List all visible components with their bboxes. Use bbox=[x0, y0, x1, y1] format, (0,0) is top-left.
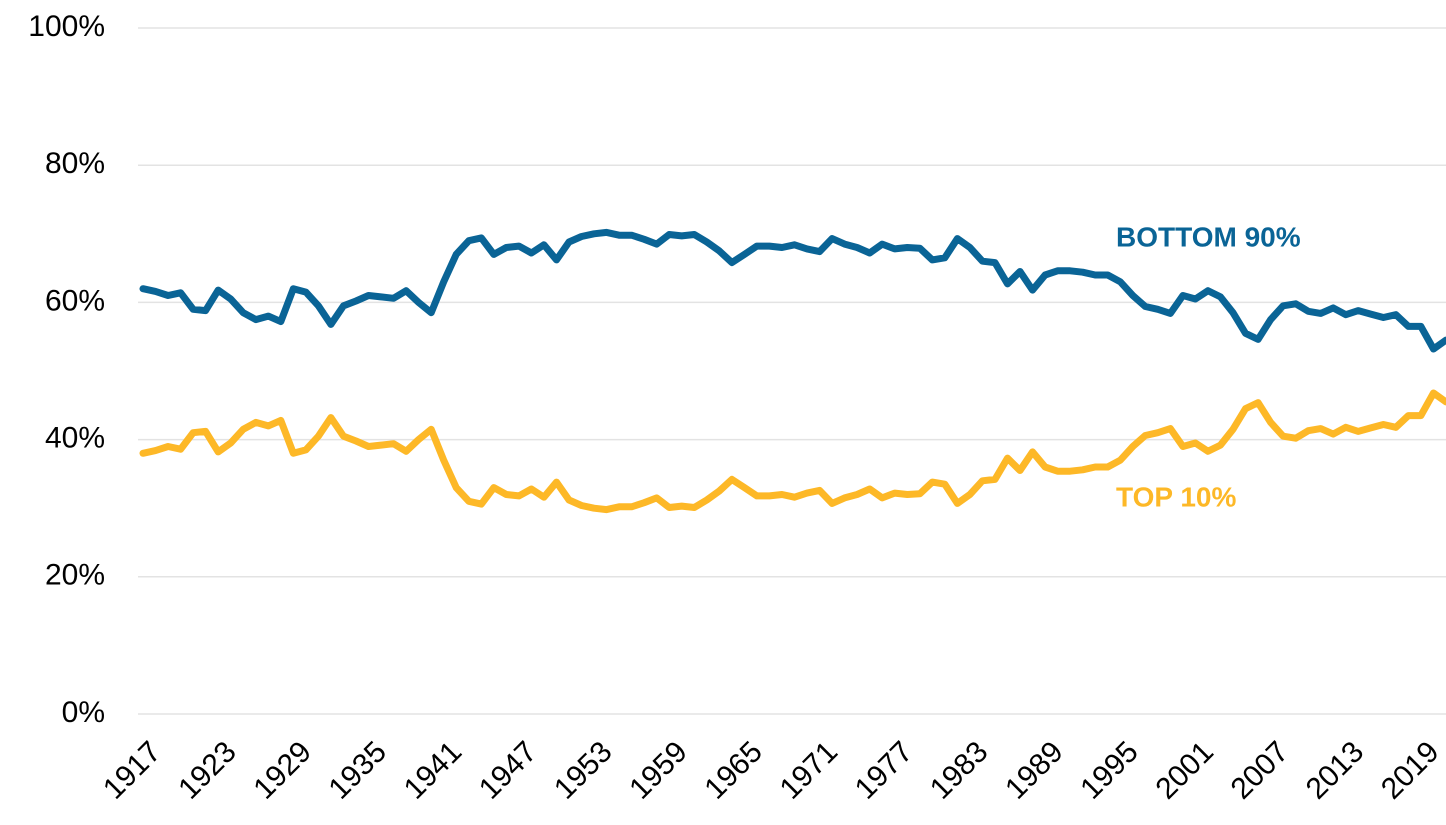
y-tick-label: 0% bbox=[62, 696, 105, 729]
x-tick-label: 2013 bbox=[1300, 735, 1371, 806]
x-tick-label: 1917 bbox=[97, 735, 168, 806]
x-tick-label: 1923 bbox=[172, 735, 243, 806]
series-line bbox=[139, 389, 1446, 514]
series-label: BOTTOM 90% bbox=[1116, 221, 1301, 252]
y-tick-label: 100% bbox=[28, 10, 105, 43]
x-tick-label: 1953 bbox=[548, 735, 619, 806]
x-tick-label: 2001 bbox=[1149, 735, 1220, 806]
x-tick-label: 1941 bbox=[398, 735, 469, 806]
series-line bbox=[139, 228, 1446, 353]
y-tick-label: 80% bbox=[45, 147, 105, 180]
x-tick-label: 1929 bbox=[247, 735, 318, 806]
x-tick-label: 1959 bbox=[623, 735, 694, 806]
x-tick-label: 1935 bbox=[323, 735, 394, 806]
x-tick-label: 1989 bbox=[999, 735, 1070, 806]
y-tick-label: 60% bbox=[45, 284, 105, 317]
x-tick-label: 1947 bbox=[473, 735, 544, 806]
x-tick-label: 1965 bbox=[698, 735, 769, 806]
y-tick-label: 40% bbox=[45, 422, 105, 455]
x-tick-label: 1995 bbox=[1074, 735, 1145, 806]
x-tick-label: 1971 bbox=[774, 735, 845, 806]
series-label: TOP 10% bbox=[1116, 481, 1236, 512]
x-tick-label: 1977 bbox=[849, 735, 920, 806]
x-tick-label: 1983 bbox=[924, 735, 995, 806]
x-tick-label: 2019 bbox=[1375, 735, 1446, 806]
y-tick-label: 20% bbox=[45, 559, 105, 592]
x-tick-label: 2007 bbox=[1225, 735, 1296, 806]
